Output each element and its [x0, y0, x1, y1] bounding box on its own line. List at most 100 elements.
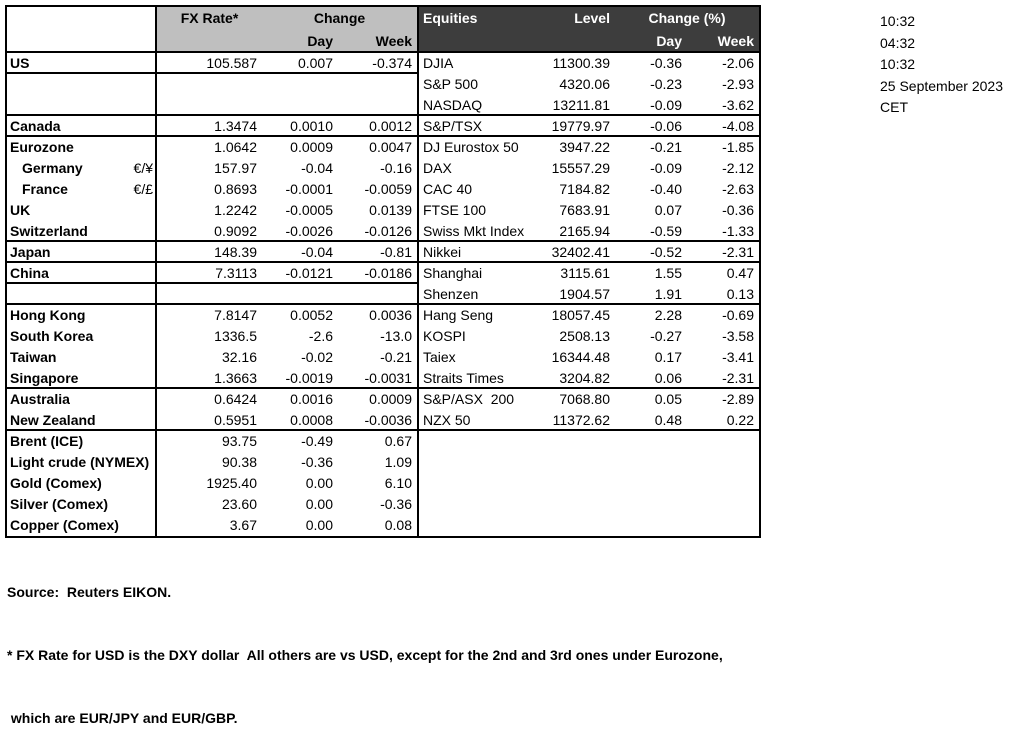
equity-name: S&P/ASX 200 [423, 391, 515, 407]
fx-name: New Zealand [10, 412, 96, 428]
header-corner-cell-2 [7, 30, 157, 53]
fx-name: Germany [22, 160, 83, 176]
equity-level: 11372.62 [533, 410, 615, 431]
fx-day-change [262, 74, 338, 95]
fx-week-change: -0.0126 [338, 221, 419, 242]
fx-name-cell: Japan [7, 242, 157, 263]
fx-rate-value: 93.75 [221, 433, 257, 449]
fx-rate-value: 1336.5 [214, 328, 257, 344]
fx-name: Taiwan [10, 349, 57, 365]
fx-rate-value [157, 284, 262, 305]
fx-day-change: 0.007 [262, 53, 338, 74]
equity-name: Taiex [423, 349, 456, 365]
equity-name [419, 452, 533, 473]
equity-name: S&P/TSX [419, 116, 533, 137]
table-row: Brent (ICE) 93.75 -0.49 0.67 [7, 431, 759, 452]
table-row: Eurozone 1.0642 0.0009 0.0047 DJ Eurosto… [7, 137, 759, 158]
equity-day-change: 1.91 [615, 284, 687, 305]
equity-name: DJ Eurostox 50 [423, 139, 519, 155]
equity-day-change: -0.06 [615, 116, 687, 137]
fx-week-change: -0.81 [338, 242, 419, 263]
equity-week-change: -2.31 [687, 368, 759, 389]
fx-name-cell: Hong Kong [7, 305, 157, 326]
date-label: 25 September 2023 [880, 77, 1003, 94]
equity-level: 7184.82 [559, 181, 610, 197]
fx-day-change: -0.0121 [262, 263, 338, 284]
fx-name-cell [7, 74, 157, 95]
equity-name [419, 431, 533, 452]
fx-name-cell: New Zealand [7, 410, 157, 431]
fx-rate-value: 157.97 [214, 160, 257, 176]
table-row: Hong Kong 7.8147 0.0052 0.0036 Hang Seng… [7, 305, 759, 326]
fx-day-change: 0.0010 [262, 116, 338, 137]
equity-day-change: -0.09 [615, 95, 687, 116]
fx-rate-value: 1.3474 [157, 116, 262, 137]
fx-rate-value: 7.3113 [157, 263, 262, 284]
fx-rate-value: 3.67 [229, 517, 257, 533]
table-row: NASDAQ 13211.81 -0.09 -3.62 [7, 95, 759, 116]
equity-level: 7683.91 [559, 202, 610, 218]
equity-week-change: 0.13 [687, 284, 759, 305]
fx-name-cell: China [7, 263, 157, 284]
fx-week-change [338, 284, 419, 305]
timezone-label: CET [880, 99, 908, 115]
equity-week-change: -0.36 [722, 202, 754, 218]
fx-name: Hong Kong [10, 307, 86, 323]
fx-name: South Korea [10, 328, 94, 344]
fx-name: Australia [10, 391, 70, 407]
fx-name: Light crude (NYMEX) [10, 454, 150, 470]
fx-day-change: 0.0052 [290, 307, 333, 323]
equity-day-change: 0.48 [615, 410, 687, 431]
fx-pair-symbol: €/£ [133, 181, 153, 197]
fx-rate-value: 23.60 [221, 496, 257, 512]
fx-rate-value: 0.9092 [157, 221, 262, 242]
fx-name-cell: Germany €/¥ [7, 158, 157, 179]
header-corner-cell [7, 7, 157, 30]
equity-day-change: -0.21 [650, 139, 682, 155]
equity-day-change: -0.23 [650, 76, 682, 92]
fx-week-change [338, 74, 419, 95]
fx-day-change: -0.04 [301, 160, 333, 176]
fx-rate-value: 148.39 [157, 242, 262, 263]
equity-name: Shanghai [423, 265, 483, 281]
fx-name: China [10, 265, 49, 281]
header-row-1: FX Rate* Change Equities Level Change (%… [7, 7, 759, 30]
equity-level: 3204.82 [533, 368, 615, 389]
fx-week-change: -0.0031 [338, 368, 419, 389]
equity-week-change: -3.62 [687, 95, 759, 116]
table-row: Light crude (NYMEX) 90.38 -0.36 1.09 [7, 452, 759, 473]
fx-day-change: -0.02 [301, 349, 333, 365]
equity-day-change: -0.36 [650, 55, 682, 71]
equity-name: Swiss Mkt Index [419, 221, 533, 242]
equity-name: DJIA [423, 55, 454, 71]
fx-name-cell: Copper (Comex) [7, 515, 157, 536]
equity-name: FTSE 100 [423, 202, 487, 218]
fx-day-change: -0.0005 [285, 202, 333, 218]
equity-week-change: -2.89 [722, 391, 754, 407]
table-row: Singapore 1.3663 -0.0019 -0.0031 Straits… [7, 368, 759, 389]
equity-week-change: -2.93 [722, 76, 754, 92]
equity-week-change: 0.47 [726, 265, 754, 281]
equity-day-change [615, 494, 687, 515]
table-body: US 105.587 0.007 -0.374 DJIA 11300.39 -0… [7, 53, 759, 536]
equity-level [533, 431, 615, 452]
header-row-2: Day Week Day Week [7, 30, 759, 53]
fx-week-header: Week [338, 30, 419, 53]
fx-rate-value [157, 95, 262, 116]
table-row: Japan 148.39 -0.04 -0.81 Nikkei 32402.41… [7, 242, 759, 263]
equities-header: Equities [419, 7, 533, 30]
fx-week-change: -0.21 [338, 347, 419, 368]
fx-change-header: Change [262, 7, 419, 30]
fx-week-change: 0.67 [338, 431, 419, 452]
equity-level: 3115.61 [560, 265, 610, 281]
fx-name-cell: US [7, 53, 157, 74]
equity-day-change: 2.28 [654, 307, 682, 323]
level-header: Level [533, 7, 615, 30]
fx-day-change: -2.6 [308, 328, 333, 344]
timestamp-2: 04:32 [880, 34, 916, 51]
equity-day-change [615, 515, 687, 536]
table-row: France €/£ 0.8693 -0.0001 -0.0059 CAC 40… [7, 179, 759, 200]
table-row: UK 1.2242 -0.0005 0.0139 FTSE 100 7683.9… [7, 200, 759, 221]
equity-level: 1904.57 [533, 284, 615, 305]
equity-week-change [687, 473, 759, 494]
